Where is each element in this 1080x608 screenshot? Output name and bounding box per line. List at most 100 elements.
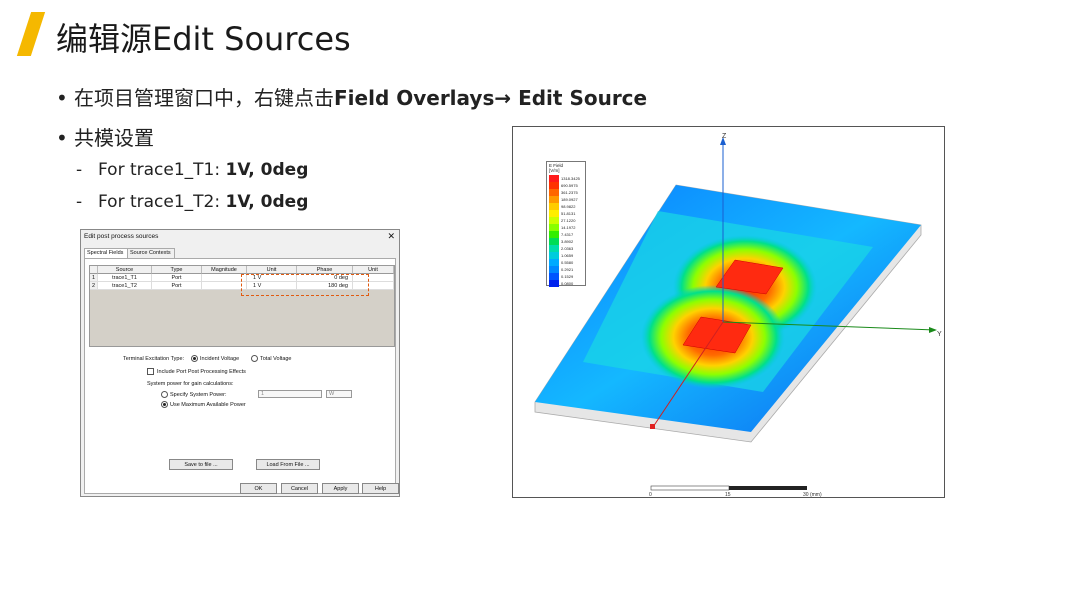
legend-row: 27.1220 [549,217,585,224]
type-cell[interactable]: Port [152,274,202,282]
legend-row: 14.1972 [549,224,585,231]
e-field-plot: Z Y 0 15 30 (mm) E Field [V/m] 1318.3425… [512,126,945,498]
magnitude-cell[interactable]: 1 V [247,282,297,290]
power-unit-select[interactable]: W [326,390,352,398]
incident-voltage-radio[interactable]: Incident Voltage [191,355,239,362]
radio-selected-icon [161,401,168,408]
blank-cell [353,274,394,282]
sources-grid: Source Type Magnitude Unit Phase Unit 1 … [89,265,395,347]
legend-value: 2.0363 [561,246,574,251]
legend-value: 0.2921 [561,267,574,272]
scale-bar-dark [729,486,807,490]
terminal-excitation-label: Terminal Excitation Type: [123,356,185,362]
tab-source-contexts[interactable]: Source Contexts [127,248,175,258]
legend-swatch [549,238,559,245]
legend-value: 51.8131 [561,211,576,216]
legend-row: 0.0800 [549,280,585,287]
column-header[interactable]: Type [152,266,202,274]
source-cell[interactable]: trace1_T1 [98,274,152,282]
legend-row: 98.9822 [549,203,585,210]
phase-cell[interactable]: 0 deg [297,274,353,282]
source-cell[interactable]: trace1_T2 [98,282,152,290]
magnitude-cell[interactable]: 1 V [247,274,297,282]
field-plot-svg: Z Y 0 15 30 (mm) [534,133,942,498]
edit-sources-dialog: Edit post process sources ✕ Spectral Fie… [80,229,400,497]
trace-pad-upper [715,259,784,295]
legend-value: 361.2375 [561,190,578,195]
legend-value: 98.9822 [561,204,576,209]
blank-cell [353,282,394,290]
legend-row: 2.0363 [549,245,585,252]
specify-power-radio[interactable]: Specify System Power: [161,391,227,398]
legend-row: 0.2921 [549,266,585,273]
legend-value: 7.4317 [561,232,574,237]
legend-swatch [549,252,559,259]
legend-value: 3.8902 [561,239,574,244]
load-from-file-button[interactable]: Load From File ... [256,459,320,470]
legend-swatch [549,175,559,182]
close-icon[interactable]: ✕ [387,231,395,241]
use-max-power-label: Use Maximum Available Power [170,401,246,408]
bullet-dot: • [56,126,68,150]
legend-value: 1318.3425 [561,176,580,181]
tab-spectral-fields[interactable]: Spectral Fields [84,248,130,258]
sub-bullet-1: - For trace1_T1: 1V, 0deg [76,160,308,180]
incident-voltage-label: Incident Voltage [200,355,240,362]
legend-title: E Field [V/m] [549,163,563,173]
legend-swatch [549,203,559,210]
save-to-file-button[interactable]: Save to file ... [169,459,233,470]
legend-swatch [549,196,559,203]
sub-dash: - [76,160,83,180]
type-cell[interactable]: Port [152,282,202,290]
x-axis [652,321,724,428]
legend-row: 1.0659 [549,252,585,259]
e-field-legend: E Field [V/m] 1318.3425 690.5975 361.2375 1… [546,161,586,287]
title-accent-bar [16,12,46,56]
system-power-label: System power for gain calculations: [147,381,234,387]
checkbox-icon [147,368,154,375]
ok-button[interactable]: OK [240,483,277,494]
column-header[interactable]: Unit [353,266,394,274]
y-axis [722,321,936,331]
sub-1-text: For trace1_T1: [98,160,226,180]
y-axis-arrow-icon [929,327,937,333]
legend-title-line1: E Field [549,163,564,168]
legend-swatch [549,189,559,196]
legend-swatch [549,224,559,231]
help-button[interactable]: Help [362,483,399,494]
column-header[interactable]: Magnitude [202,266,247,274]
z-axis-arrow-icon [720,137,726,145]
apply-button[interactable]: Apply [322,483,359,494]
legend-swatch [549,217,559,224]
column-header[interactable]: Phase [297,266,353,274]
legend-row: 1318.3425 [549,175,585,182]
sub-2-bold: 1V, 0deg [225,192,309,212]
include-port-checkbox[interactable]: Include Port Post Processing Effects [147,368,246,375]
phase-cell[interactable]: 180 deg [297,282,353,290]
grid-corner [90,266,98,274]
legend-row: 361.2375 [549,189,585,196]
scale-tick: 0 [649,492,652,498]
bullet-2-text: 共模设置 [74,126,154,150]
radio-selected-icon [191,355,198,362]
use-max-power-radio[interactable]: Use Maximum Available Power [161,401,246,408]
column-header[interactable]: Unit [247,266,297,274]
y-axis-label: Y [937,331,942,338]
bullet-dot: • [56,86,68,110]
column-header[interactable]: Source [98,266,152,274]
cancel-button[interactable]: Cancel [281,483,318,494]
legend-value: 0.1529 [561,274,574,279]
slide-title: 编辑源Edit Sources [56,20,351,58]
total-voltage-label: Total Voltage [260,355,292,362]
legend-swatch [549,259,559,266]
sub-1-bold: 1V, 0deg [225,160,309,180]
system-power-input[interactable]: 1 [258,390,322,398]
dialog-title: Edit post process sources [84,233,159,240]
legend-value: 690.5975 [561,183,578,188]
legend-swatch [549,245,559,252]
scale-tick: 30 (mm) [803,492,822,498]
legend-row: 690.5975 [549,182,585,189]
scale-tick: 15 [725,492,731,498]
legend-swatch [549,280,559,287]
total-voltage-radio[interactable]: Total Voltage [251,355,292,362]
